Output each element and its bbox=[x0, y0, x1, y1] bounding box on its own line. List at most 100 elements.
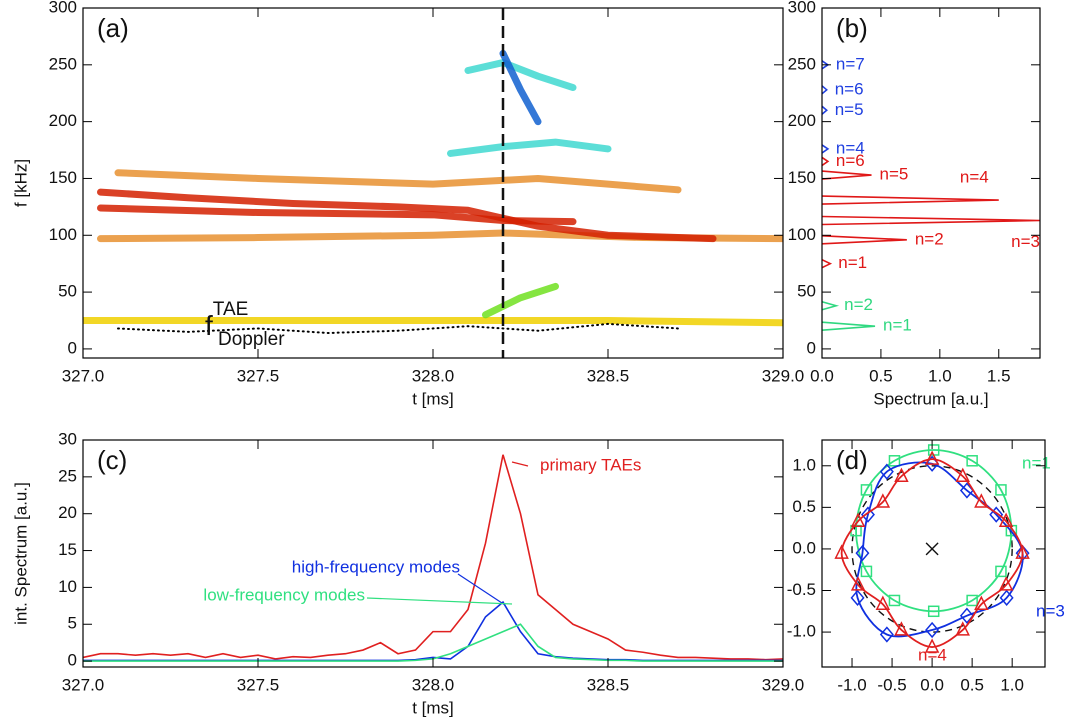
marker bbox=[894, 621, 909, 636]
plot-frame bbox=[821, 7, 1041, 359]
mode-ridge bbox=[482, 282, 559, 319]
x-tick-label: 0.5 bbox=[960, 675, 984, 694]
peak-label: n=3 bbox=[1011, 232, 1040, 251]
y-tick-label: 300 bbox=[49, 0, 77, 16]
marker bbox=[875, 595, 891, 610]
label-pointer bbox=[511, 461, 529, 467]
reference-circle bbox=[851, 465, 1013, 633]
x-tick-label: 329.0 bbox=[762, 366, 805, 385]
y-tick-label: 50 bbox=[58, 282, 77, 301]
peak-label: n=7 bbox=[836, 54, 865, 73]
spectrum-peak bbox=[821, 195, 999, 205]
y-tick-label: 100 bbox=[788, 225, 816, 244]
marker bbox=[955, 621, 970, 636]
y-tick-label: 30 bbox=[58, 429, 77, 448]
y-tick-label: 0 bbox=[807, 338, 816, 357]
y-tick-label: 0.0 bbox=[792, 538, 816, 557]
marker bbox=[999, 589, 1014, 606]
marker bbox=[850, 589, 865, 606]
center-cross bbox=[925, 542, 939, 556]
marker bbox=[966, 594, 978, 607]
panel-label: (b) bbox=[836, 13, 868, 43]
x-tick-label: 327.5 bbox=[237, 366, 280, 385]
annotation-base: f bbox=[205, 310, 213, 341]
y-tick-label: 1.0 bbox=[792, 455, 816, 474]
marker bbox=[924, 638, 940, 653]
peak-label: n=2 bbox=[844, 295, 873, 314]
marker bbox=[850, 512, 866, 527]
x-axis-title: Spectrum [a.u.] bbox=[873, 389, 988, 408]
x-tick-label: 0.0 bbox=[920, 675, 944, 694]
series-label: low-frequency modes bbox=[203, 585, 365, 604]
series-label: n=3 bbox=[1036, 601, 1065, 620]
x-tick-label: 329.0 bbox=[762, 675, 805, 694]
marker bbox=[989, 506, 1004, 523]
label-pointer bbox=[457, 573, 506, 606]
marker bbox=[855, 544, 870, 562]
marker bbox=[860, 506, 875, 523]
spectrum-peak bbox=[821, 235, 907, 245]
y-tick-label: 150 bbox=[788, 168, 816, 187]
mode-ridge bbox=[83, 317, 783, 327]
y-tick-label: 250 bbox=[49, 54, 77, 73]
mode-shape bbox=[855, 449, 1013, 613]
marker bbox=[966, 455, 978, 467]
series-label: high-frequency modes bbox=[292, 557, 460, 576]
x-axis-title: t [ms] bbox=[412, 389, 454, 408]
peak-label: n=1 bbox=[838, 253, 867, 272]
y-tick-label: -1.0 bbox=[787, 622, 816, 641]
peak-label: n=4 bbox=[960, 168, 989, 187]
spectrum-peak bbox=[821, 85, 828, 95]
plot-frame bbox=[821, 439, 1046, 668]
panel-label: (c) bbox=[97, 445, 127, 475]
mode-ridge bbox=[97, 188, 717, 243]
marker bbox=[974, 493, 989, 508]
series-label: primary TAEs bbox=[540, 455, 641, 474]
x-tick-label: 328.5 bbox=[587, 366, 630, 385]
y-tick-label: -0.5 bbox=[787, 580, 816, 599]
marker bbox=[998, 512, 1014, 527]
spectrum-peak bbox=[821, 105, 828, 115]
marker bbox=[850, 576, 866, 591]
marker bbox=[875, 493, 891, 508]
marker bbox=[860, 484, 873, 496]
doppler-line bbox=[117, 322, 679, 334]
x-tick-label: 1.0 bbox=[1000, 675, 1024, 694]
annotation: fTAE Doppler bbox=[205, 299, 285, 350]
peak-label: n=5 bbox=[835, 100, 864, 119]
y-tick-label: 5 bbox=[68, 614, 77, 633]
peak-label: n=4 bbox=[836, 138, 865, 157]
marker bbox=[888, 455, 901, 467]
peak-label: n=1 bbox=[883, 316, 912, 335]
marker bbox=[974, 595, 989, 610]
y-tick-label: 0 bbox=[68, 338, 77, 357]
marker bbox=[894, 467, 909, 483]
spectrum-peak bbox=[821, 300, 840, 311]
y-tick-label: 250 bbox=[788, 54, 816, 73]
y-tick-label: 0 bbox=[68, 651, 77, 670]
x-tick-label: 327.0 bbox=[62, 366, 105, 385]
spectrum-peak bbox=[821, 258, 833, 269]
y-tick-label: 200 bbox=[49, 111, 77, 130]
x-tick-label: -1.0 bbox=[837, 675, 866, 694]
marker bbox=[998, 576, 1014, 591]
marker bbox=[1015, 544, 1030, 559]
spectrum-peak bbox=[821, 144, 830, 154]
x-tick-label: 328.0 bbox=[412, 675, 455, 694]
x-tick-label: 0.5 bbox=[869, 366, 893, 385]
y-tick-label: 10 bbox=[58, 577, 77, 596]
x-tick-label: 327.5 bbox=[237, 675, 280, 694]
x-tick-label: 328.5 bbox=[587, 675, 630, 694]
mode-ridge bbox=[114, 169, 682, 194]
marker bbox=[1015, 544, 1030, 562]
panel-label: (d) bbox=[836, 445, 868, 475]
y-tick-label: 20 bbox=[58, 503, 77, 522]
x-tick-label: 1.5 bbox=[987, 366, 1011, 385]
x-tick-label: -0.5 bbox=[877, 675, 906, 694]
mode-shape bbox=[840, 458, 1024, 648]
y-tick-label: 15 bbox=[58, 540, 77, 559]
label-pointer bbox=[366, 597, 513, 605]
peak-label: n=5 bbox=[879, 165, 908, 184]
mode-ridge bbox=[447, 138, 612, 157]
